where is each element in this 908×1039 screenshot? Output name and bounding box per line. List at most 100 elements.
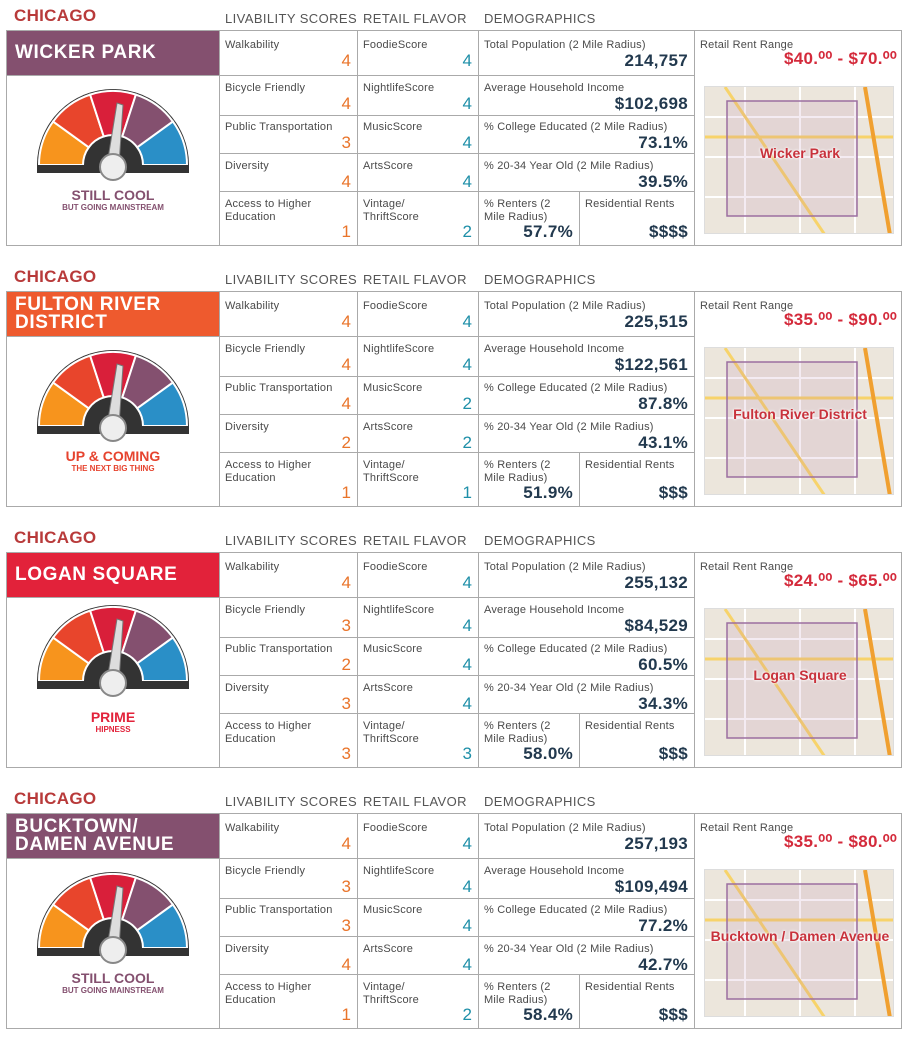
music-label: MusicScore — [363, 382, 423, 394]
arts-label: ArtsScore — [363, 682, 414, 694]
hipness-gauge-icon — [37, 597, 189, 727]
neighborhood-name: BUCKTOWN/ DAMEN AVENUE — [7, 814, 219, 858]
age-value: 42.7% — [638, 955, 688, 974]
walkability-label: Walkability — [225, 39, 280, 51]
age-value: 34.3% — [638, 694, 688, 713]
income-label: Average Household Income — [484, 82, 625, 94]
residential-rent-value: $$$ — [658, 744, 688, 763]
vintage-label: Vintage/ ThriftScore — [363, 459, 419, 484]
foodie-label: FoodieScore — [363, 822, 428, 834]
retail-header: RETAIL FLAVOR — [363, 11, 467, 26]
transit-label: Public Transportation — [225, 382, 333, 394]
demographics-header: DEMOGRAPHICS — [484, 533, 596, 548]
age-value: 43.1% — [638, 433, 688, 452]
map-label: Fulton River District — [733, 406, 867, 422]
vintage-label: Vintage/ ThriftScore — [363, 198, 419, 223]
nightlife-score: 4 — [462, 616, 472, 635]
diversity-label: Diversity — [225, 943, 269, 955]
population-label: Total Population (2 Mile Radius) — [484, 300, 646, 312]
bike-score: 4 — [341, 355, 351, 374]
livability-header: LIVABILITY SCORES — [225, 272, 358, 287]
vintage-score: 2 — [462, 222, 472, 241]
gauge-title: UP & COMING — [65, 448, 161, 464]
renters-label: % Renters (2 Mile Radius) — [484, 981, 551, 1006]
bike-label: Bicycle Friendly — [225, 865, 306, 877]
music-score: 4 — [462, 916, 472, 935]
livability-header: LIVABILITY SCORES — [225, 794, 358, 809]
college-value: 87.8% — [638, 394, 688, 413]
income-value: $122,561 — [614, 355, 688, 374]
livability-header: LIVABILITY SCORES — [225, 11, 358, 26]
vintage-score: 2 — [462, 1005, 472, 1024]
neighborhood-name: FULTON RIVER DISTRICT — [7, 292, 219, 336]
arts-label: ArtsScore — [363, 943, 414, 955]
education-score: 3 — [341, 744, 351, 763]
nightlife-label: NightlifeScore — [363, 343, 435, 355]
bike-label: Bicycle Friendly — [225, 604, 306, 616]
education-label: Access to Higher Education — [225, 720, 312, 745]
transit-label: Public Transportation — [225, 904, 333, 916]
gauge-subtitle: HIPNESS — [95, 725, 131, 734]
map-streets — [705, 870, 893, 1016]
music-label: MusicScore — [363, 904, 423, 916]
walkability-score: 4 — [341, 51, 351, 70]
walkability-score: 4 — [341, 573, 351, 592]
neighborhood-block: CHICAGO LIVABILITY SCORES RETAIL FLAVOR … — [0, 522, 908, 784]
population-value: 225,515 — [624, 312, 688, 331]
diversity-score: 3 — [341, 694, 351, 713]
transit-label: Public Transportation — [225, 643, 333, 655]
residential-rent-label: Residential Rents — [585, 720, 675, 732]
renters-label: % Renters (2 Mile Radius) — [484, 459, 551, 484]
vintage-score: 1 — [462, 483, 472, 502]
bike-label: Bicycle Friendly — [225, 82, 306, 94]
income-value: $102,698 — [614, 94, 688, 113]
nightlife-label: NightlifeScore — [363, 604, 435, 616]
neighborhood-map: Bucktown / Damen Avenue — [704, 869, 894, 1017]
income-value: $84,529 — [624, 616, 688, 635]
walkability-label: Walkability — [225, 300, 280, 312]
neighborhood-block: CHICAGO LIVABILITY SCORES RETAIL FLAVOR … — [0, 0, 908, 262]
gauge-subtitle: BUT GOING MAINSTREAM — [62, 203, 164, 212]
residential-rent-label: Residential Rents — [585, 459, 675, 471]
map-label: Wicker Park — [759, 145, 841, 161]
gauge-subtitle: THE NEXT BIG THING — [71, 464, 155, 473]
bike-score: 3 — [341, 616, 351, 635]
arts-score: 4 — [462, 694, 472, 713]
walkability-score: 4 — [341, 312, 351, 331]
diversity-label: Diversity — [225, 421, 269, 433]
diversity-score: 2 — [341, 433, 351, 452]
neighborhood-map: Fulton River District — [704, 347, 894, 495]
retail-rent-value: $40.⁰⁰ - $70.⁰⁰ — [783, 49, 897, 68]
arts-label: ArtsScore — [363, 160, 414, 172]
map-label: Bucktown / Damen Avenue — [710, 928, 890, 944]
diversity-score: 4 — [341, 172, 351, 191]
residential-rent-value: $$$$ — [648, 222, 688, 241]
nightlife-score: 4 — [462, 94, 472, 113]
neighborhood-block: CHICAGO LIVABILITY SCORES RETAIL FLAVOR … — [0, 261, 908, 523]
score-table: LOGAN SQUARE PRIME HIPNESS Walkability 4… — [6, 552, 902, 768]
foodie-score: 4 — [462, 573, 472, 592]
foodie-score: 4 — [462, 312, 472, 331]
transit-score: 4 — [341, 394, 351, 413]
map-label: Logan Square — [753, 667, 847, 683]
age-value: 39.5% — [638, 172, 688, 191]
gauge-title: STILL COOL — [71, 187, 155, 203]
population-value: 255,132 — [624, 573, 688, 592]
walkability-label: Walkability — [225, 822, 280, 834]
walkability-score: 4 — [341, 834, 351, 853]
age-label: % 20-34 Year Old (2 Mile Radius) — [484, 160, 654, 172]
neighborhood-name: WICKER PARK — [7, 31, 219, 75]
transit-label: Public Transportation — [225, 121, 333, 133]
neighborhood-map: Wicker Park — [704, 86, 894, 234]
vintage-score: 3 — [462, 744, 472, 763]
vintage-label: Vintage/ ThriftScore — [363, 720, 419, 745]
neighborhood-block: CHICAGO LIVABILITY SCORES RETAIL FLAVOR … — [0, 783, 908, 1039]
renters-value: 58.0% — [523, 744, 573, 763]
income-value: $109,494 — [614, 877, 688, 896]
college-value: 60.5% — [638, 655, 688, 674]
renters-label: % Renters (2 Mile Radius) — [484, 198, 551, 223]
nightlife-label: NightlifeScore — [363, 865, 435, 877]
arts-score: 4 — [462, 172, 472, 191]
music-score: 4 — [462, 655, 472, 674]
hipness-gauge-icon — [37, 81, 189, 211]
